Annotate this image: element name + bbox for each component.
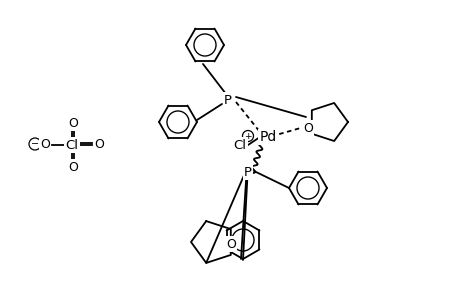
Text: P: P (243, 166, 252, 178)
Text: +: + (244, 131, 251, 140)
Text: O: O (40, 137, 50, 151)
Text: Cl: Cl (233, 139, 246, 152)
Text: Cl: Cl (65, 139, 78, 152)
Text: O: O (302, 122, 312, 135)
Text: O: O (94, 137, 104, 151)
Text: P: P (224, 94, 231, 106)
Text: O: O (68, 160, 78, 173)
Text: O: O (68, 116, 78, 130)
Text: −: − (31, 139, 39, 149)
Text: O: O (225, 238, 235, 250)
Text: Pd: Pd (259, 130, 276, 144)
